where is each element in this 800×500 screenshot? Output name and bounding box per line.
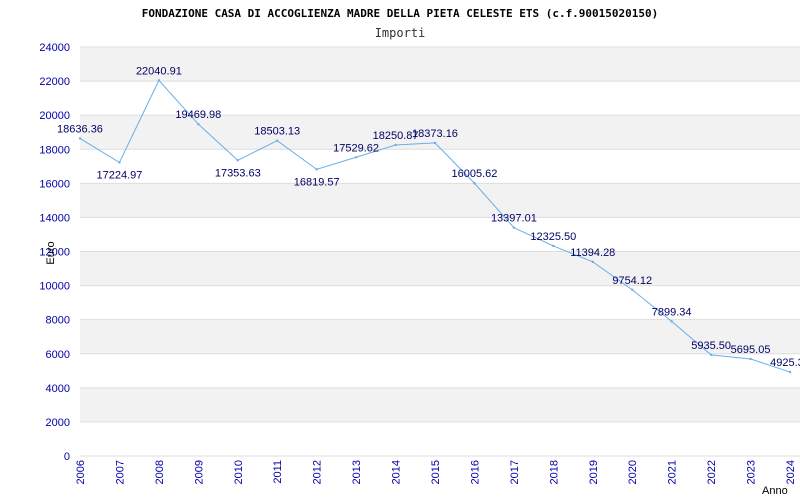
x-tick-label: 2018 <box>548 460 560 484</box>
x-tick-label: 2014 <box>391 460 403 484</box>
x-tick-label: 2012 <box>312 460 324 484</box>
grid-bands <box>80 47 800 456</box>
data-point <box>591 260 594 264</box>
grid-band <box>80 183 800 218</box>
y-tick-label: 14000 <box>39 212 70 224</box>
data-label: 19469.98 <box>175 109 221 121</box>
x-tick-label: 2022 <box>706 460 718 484</box>
data-point <box>433 141 437 145</box>
y-tick-label: 22000 <box>39 76 70 88</box>
data-point <box>315 168 318 171</box>
data-label: 18503.13 <box>254 126 300 138</box>
data-point <box>709 353 713 357</box>
x-tick-label: 2008 <box>154 460 166 484</box>
y-tick-label: 10000 <box>39 281 70 293</box>
y-tick-label: 4000 <box>46 383 70 395</box>
data-label: 5935.50 <box>691 340 731 352</box>
y-tick-label: 8000 <box>46 315 70 327</box>
data-point <box>670 320 673 323</box>
data-point <box>354 156 358 159</box>
grid-band <box>80 285 800 320</box>
data-point <box>631 288 634 291</box>
y-tick-label: 24000 <box>39 42 70 54</box>
grid-band <box>80 115 800 150</box>
data-point <box>552 244 555 248</box>
x-tick-label: 2017 <box>509 460 521 484</box>
y-tick-label: 2000 <box>46 417 70 429</box>
chart-subtitle: Importi <box>375 26 426 40</box>
x-tick-label: 2015 <box>430 460 442 484</box>
x-tick-label: 2006 <box>75 460 87 484</box>
data-point <box>512 226 516 229</box>
data-point <box>78 137 82 140</box>
data-label: 7899.34 <box>652 306 692 318</box>
grid-band <box>80 217 800 252</box>
data-label: 16005.62 <box>451 168 497 180</box>
data-label: 9754.12 <box>612 275 652 287</box>
x-tick-label: 2020 <box>627 460 639 484</box>
x-tick-label: 2024 <box>785 460 797 484</box>
x-tick-label: 2010 <box>233 460 245 484</box>
x-tick-label: 2013 <box>351 460 363 484</box>
data-label: 22040.91 <box>136 65 182 77</box>
y-tick-label: 18000 <box>39 144 70 156</box>
data-point <box>788 370 792 374</box>
grid-band <box>80 421 800 456</box>
data-label: 17529.62 <box>333 142 379 154</box>
grid-band <box>80 47 800 82</box>
data-label: 4925.31 <box>770 357 800 369</box>
x-axis-ticks: 2006 2007 2008 2009 2010 2011 2012 2013 2014 2015… <box>75 460 797 484</box>
grid-band <box>80 149 800 184</box>
data-label: 17224.97 <box>96 169 142 181</box>
data-point <box>749 357 752 361</box>
data-point <box>118 161 121 164</box>
data-label: 18250.87 <box>373 130 419 142</box>
y-tick-label: 6000 <box>46 349 70 361</box>
data-label: 12325.50 <box>530 231 576 243</box>
grid-band <box>80 353 800 388</box>
data-label: 5695.05 <box>731 344 771 356</box>
chart-title: FONDAZIONE CASA DI ACCOGLIENZA MADRE DEL… <box>142 7 659 20</box>
grid-band <box>80 319 800 354</box>
data-label: 18373.16 <box>412 128 458 140</box>
y-tick-label: 20000 <box>39 110 70 122</box>
x-tick-label: 2023 <box>746 460 758 484</box>
grid-lines <box>80 46 800 457</box>
data-point <box>394 143 397 147</box>
x-tick-label: 2016 <box>469 460 481 484</box>
data-label: 18636.36 <box>57 123 103 135</box>
y-tick-label: 12000 <box>39 247 70 259</box>
grid-band <box>80 387 800 422</box>
y-tick-label: 16000 <box>39 178 70 190</box>
data-label: 11394.28 <box>570 247 615 259</box>
y-axis-ticks: 0 2000 4000 6000 8000 10000 12000 14000 16000 180… <box>39 42 70 463</box>
x-tick-label: 2007 <box>114 460 126 484</box>
data-point <box>276 139 279 142</box>
x-tick-label: 2011 <box>272 460 284 484</box>
y-axis-label: Euro <box>45 241 57 264</box>
data-label: 13397.01 <box>491 213 537 225</box>
x-tick-label: 2019 <box>588 460 600 484</box>
x-axis-label: Anno <box>762 485 788 497</box>
y-tick-label: 0 <box>64 451 70 463</box>
x-tick-label: 2021 <box>667 460 679 484</box>
data-label: 17353.63 <box>215 167 261 179</box>
data-point <box>236 159 239 162</box>
data-label: 16819.57 <box>294 176 340 188</box>
grid-band <box>80 251 800 286</box>
data-labels: 18636.36 17224.97 22040.91 19469.98 17353.63… <box>57 65 800 369</box>
data-point <box>157 79 161 82</box>
series-line <box>78 79 792 374</box>
data-point <box>197 122 200 126</box>
x-tick-label: 2009 <box>193 460 205 484</box>
data-point <box>473 182 476 185</box>
grid-band <box>80 81 800 116</box>
